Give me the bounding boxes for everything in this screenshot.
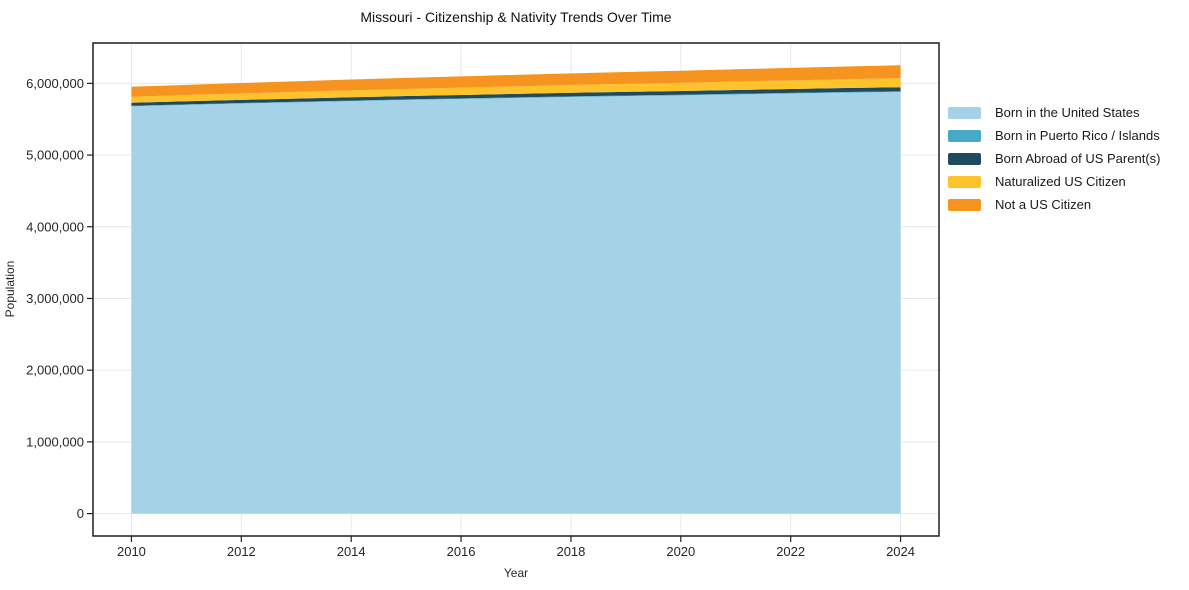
area-series-4 <box>131 65 901 97</box>
x-axis-label: Year <box>504 566 528 580</box>
x-tick-label: 2022 <box>776 544 805 559</box>
legend-label: Born Abroad of US Parent(s) <box>995 151 1161 166</box>
legend-label: Born in Puerto Rico / Islands <box>995 128 1160 143</box>
legend-item: Born Abroad of US Parent(s) <box>948 147 1160 170</box>
y-tick-label: 2,000,000 <box>26 363 84 378</box>
y-tick-label: 3,000,000 <box>26 291 84 306</box>
x-tick-label: 2016 <box>447 544 476 559</box>
stacked-area-layer <box>131 65 901 514</box>
y-tick-label: 6,000,000 <box>26 76 84 91</box>
y-tick-label: 0 <box>77 506 84 521</box>
y-tick-label: 4,000,000 <box>26 219 84 234</box>
area-series-2 <box>131 87 901 106</box>
legend-label: Naturalized US Citizen <box>995 174 1126 189</box>
legend-swatch <box>948 129 981 142</box>
x-tick-label: 2024 <box>886 544 915 559</box>
legend-label: Not a US Citizen <box>995 197 1092 212</box>
legend-item: Born in Puerto Rico / Islands <box>948 124 1160 147</box>
legend-item: Naturalized US Citizen <box>948 170 1160 193</box>
plot-border <box>92 42 940 537</box>
legend-item: Born in the United States <box>948 101 1160 124</box>
x-tick-label: 2014 <box>337 544 366 559</box>
area-series-1 <box>131 91 901 107</box>
legend-swatch <box>948 106 981 119</box>
x-tick-label: 2012 <box>227 544 256 559</box>
area-series-0 <box>131 91 901 514</box>
legend-swatch <box>948 198 981 211</box>
axis-layer: 2010 2012 2014 2016 2018 2020 2022 2024 0 1,000,0… <box>26 42 940 559</box>
x-tick-label: 2010 <box>117 544 146 559</box>
area-series-3 <box>131 78 901 103</box>
legend-item: Not a US Citizen <box>948 193 1160 216</box>
y-tick-label: 5,000,000 <box>26 148 84 163</box>
legend-swatch <box>948 152 981 165</box>
x-tick-label: 2020 <box>666 544 695 559</box>
x-tick-label: 2018 <box>556 544 585 559</box>
legend: Born in the United States Born in Puerto … <box>948 101 1160 216</box>
chart-title: Missouri - Citizenship & Nativity Trends… <box>360 9 671 25</box>
legend-swatch <box>948 175 981 188</box>
legend-label: Born in the United States <box>995 105 1140 120</box>
y-tick-label: 1,000,000 <box>26 434 84 449</box>
y-axis-label: Population <box>3 261 17 318</box>
